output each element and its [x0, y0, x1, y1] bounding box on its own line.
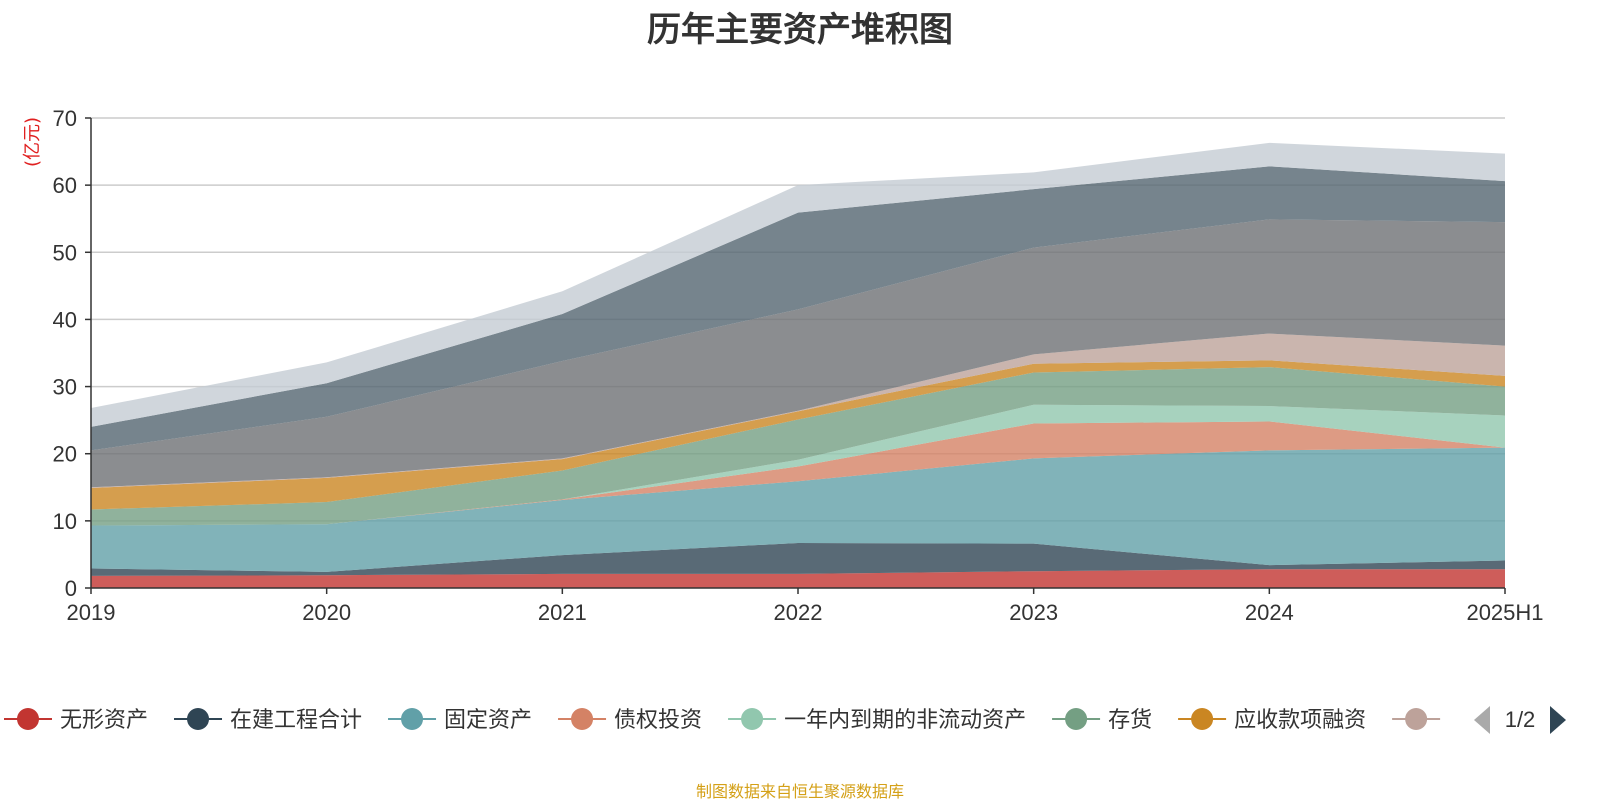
legend-item[interactable]: 无形资产 [4, 708, 148, 733]
area-series-4 [91, 421, 1505, 526]
x-tick-label: 2023 [1009, 600, 1058, 625]
x-tick-label: 2019 [67, 600, 116, 625]
area-series-7 [91, 360, 1505, 510]
area-series-1 [91, 569, 1505, 588]
y-tick-label: 70 [53, 106, 77, 131]
legend-marker-icon [187, 708, 210, 730]
x-tick-label: 2025H1 [1466, 600, 1543, 625]
legend-label: 债权投资 [614, 708, 702, 733]
legend-marker-icon [401, 708, 424, 730]
legend-item[interactable]: 一年内到期的非流动资产 [728, 708, 1026, 733]
x-tick-label: 2022 [774, 600, 823, 625]
y-tick-label: 40 [53, 307, 77, 332]
legend-marker-icon [1191, 708, 1214, 730]
x-tick-label: 2021 [538, 600, 587, 625]
legend-marker-icon [1405, 708, 1428, 730]
area-series-5 [91, 404, 1505, 526]
legend-prev-page-icon[interactable] [1474, 706, 1490, 734]
legend-marker-icon [741, 708, 764, 730]
legend-label: 无形资产 [60, 708, 148, 733]
legend-item[interactable]: 固定资产 [388, 708, 532, 733]
legend-marker-icon [17, 708, 39, 730]
y-tick-label: 10 [53, 509, 77, 534]
x-tick-label: 2024 [1245, 600, 1294, 625]
legend-item-partial[interactable] [1392, 708, 1441, 730]
axes: 0 10 20 30 40 50 60 70 2019 2020 2021 2022 2023 2024 2… [22, 106, 1544, 625]
legend-item[interactable]: 债权投资 [558, 708, 702, 733]
y-tick-label: 30 [53, 375, 77, 400]
chart-title: 历年主要资产堆积图 [647, 11, 953, 49]
legend-item[interactable]: 存货 [1052, 708, 1152, 733]
legend-label: 在建工程合计 [230, 708, 362, 733]
legend-page-indicator: 1/2 [1505, 707, 1536, 732]
y-tick-label: 50 [53, 240, 77, 265]
y-axis-label: (亿元) [22, 117, 43, 167]
legend-item[interactable]: 在建工程合计 [174, 708, 362, 733]
legend-label: 存货 [1108, 708, 1152, 733]
area-series-10 [91, 166, 1505, 451]
area-series-3 [91, 447, 1505, 572]
legend-label: 一年内到期的非流动资产 [784, 708, 1026, 733]
legend-label: 应收款项融资 [1234, 708, 1366, 733]
y-tick-label: 20 [53, 442, 77, 467]
legend-marker-icon [571, 708, 594, 730]
x-tick-label: 2020 [302, 600, 351, 625]
area-series-2 [91, 543, 1505, 576]
y-tick-label: 0 [65, 576, 77, 601]
legend[interactable]: 无形资产 在建工程合计 固定资产 债权投资 一年内到期的非流动资产 存货 应收款项融资 1/2 [4, 706, 1566, 734]
legend-marker-icon [1065, 708, 1088, 730]
area-series-layer [91, 142, 1505, 588]
legend-item[interactable]: 应收款项融资 [1178, 708, 1366, 733]
area-series-6 [91, 367, 1505, 526]
y-tick-label: 60 [53, 173, 77, 198]
legend-next-page-icon[interactable] [1550, 706, 1566, 734]
legend-label: 固定资产 [444, 708, 532, 733]
data-source-note: 制图数据来自恒生聚源数据库 [695, 784, 904, 801]
area-series-11 [91, 142, 1505, 427]
area-series-9 [91, 219, 1505, 488]
